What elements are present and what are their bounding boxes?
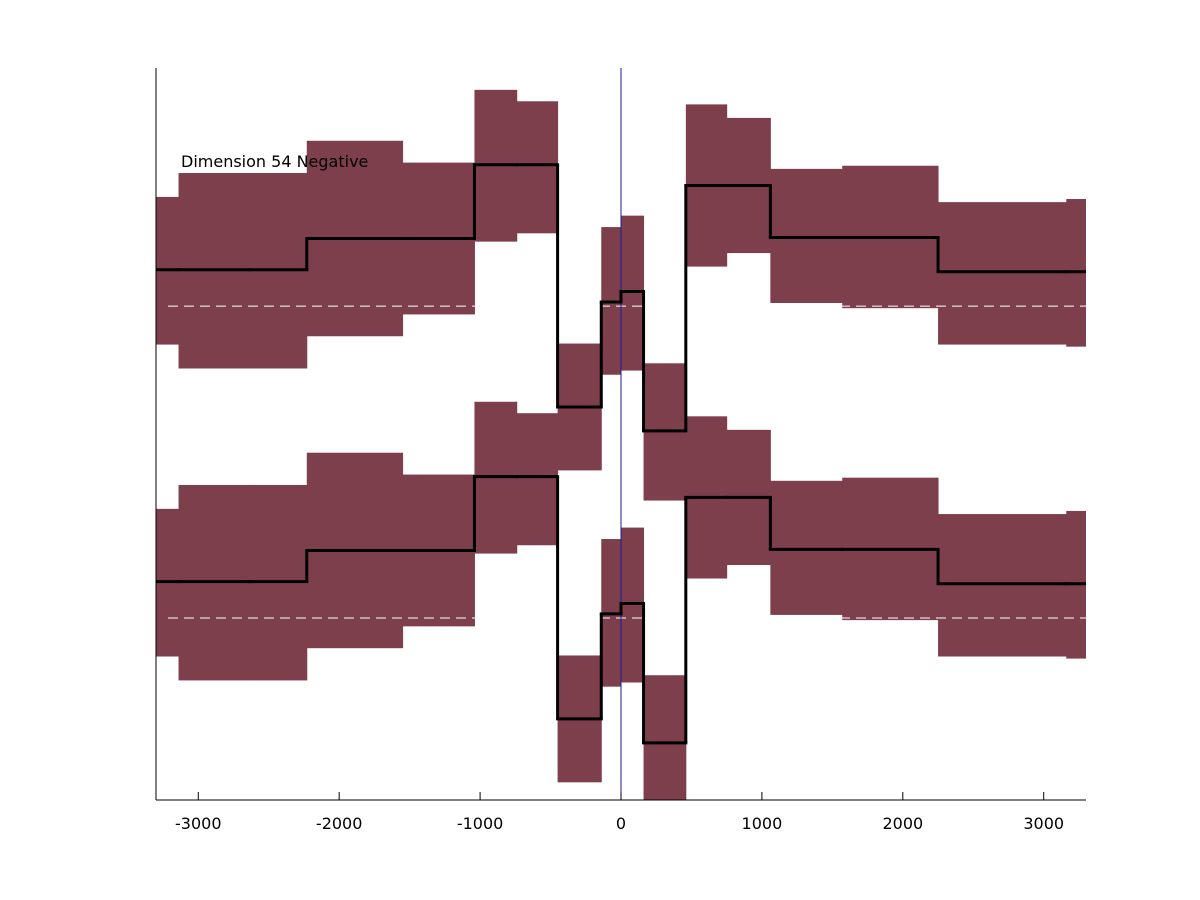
confidence-band bbox=[621, 527, 645, 683]
x-tick-label: 3000 bbox=[1023, 814, 1064, 833]
x-tick-label: 0 bbox=[616, 814, 626, 833]
confidence-band bbox=[938, 514, 1067, 657]
axes: -3000 -2000 -1000 0 1000 2000 3000 Dimension 54… bbox=[155, 68, 1086, 833]
x-tick-label: 1000 bbox=[742, 814, 783, 833]
confidence-band bbox=[643, 675, 687, 800]
confidence-band bbox=[938, 202, 1067, 345]
x-tick-label: 2000 bbox=[882, 814, 923, 833]
confidence-band bbox=[516, 413, 559, 546]
plot-area bbox=[156, 68, 1086, 800]
x-tick-label: -1000 bbox=[457, 814, 504, 833]
confidence-band bbox=[621, 215, 645, 371]
confidence-band bbox=[516, 101, 559, 234]
x-tick-label: -2000 bbox=[316, 814, 363, 833]
confidence-band bbox=[770, 480, 843, 615]
annotation: Dimension 54 Negative bbox=[181, 152, 368, 171]
x-tick-label: -3000 bbox=[175, 814, 222, 833]
confidence-band bbox=[770, 168, 843, 303]
